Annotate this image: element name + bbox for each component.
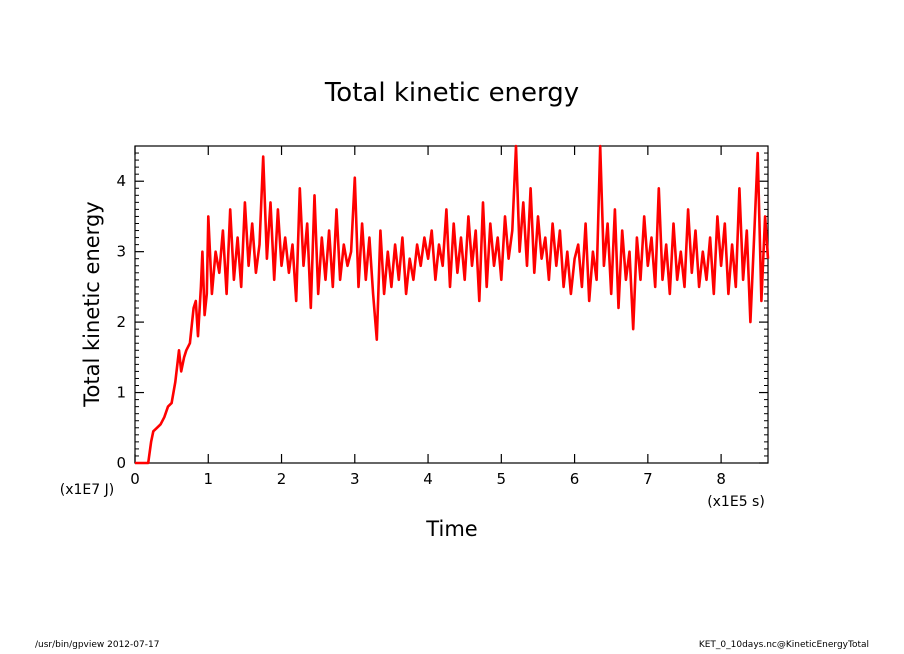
y-tick-label: 0 [116, 454, 126, 472]
chart-title: Total kinetic energy [324, 78, 579, 108]
y-unit-label: (x1E7 J) [60, 482, 114, 498]
series-layer [135, 144, 770, 465]
x-tick-label: 7 [643, 470, 653, 488]
x-tick-label: 0 [130, 470, 140, 488]
x-tick-label: 1 [203, 470, 213, 488]
y-axis-label: Total kinetic energy [80, 201, 104, 407]
x-tick-label: 4 [423, 470, 433, 488]
series-line [135, 144, 770, 465]
x-tick-label: 6 [570, 470, 580, 488]
x-tick-label: 2 [277, 470, 287, 488]
y-tick-label: 3 [116, 243, 126, 261]
major-ticks [134, 146, 768, 464]
x-unit-label: (x1E5 s) [707, 494, 765, 510]
y-tick-label: 1 [116, 384, 126, 402]
plot-frame [134, 145, 769, 464]
x-axis-label: Time [425, 517, 477, 541]
x-tick-label: 3 [350, 470, 360, 488]
tick-labels: 0 1 2 3 4 5 6 7 8 0 1 2 3 4 [116, 172, 725, 488]
x-tick-label: 8 [716, 470, 726, 488]
footer-right: KET_0_10days.nc@KineticEnergyTotal [698, 640, 869, 650]
minor-ticks [135, 152, 768, 457]
x-tick-label: 5 [497, 470, 507, 488]
y-tick-label: 2 [116, 313, 126, 331]
footer-left: /usr/bin/gpview 2012-07-17 [35, 640, 160, 650]
plot-area: 0 1 2 3 4 5 6 7 8 0 1 2 3 4 [116, 144, 770, 488]
y-tick-label: 4 [116, 172, 126, 190]
